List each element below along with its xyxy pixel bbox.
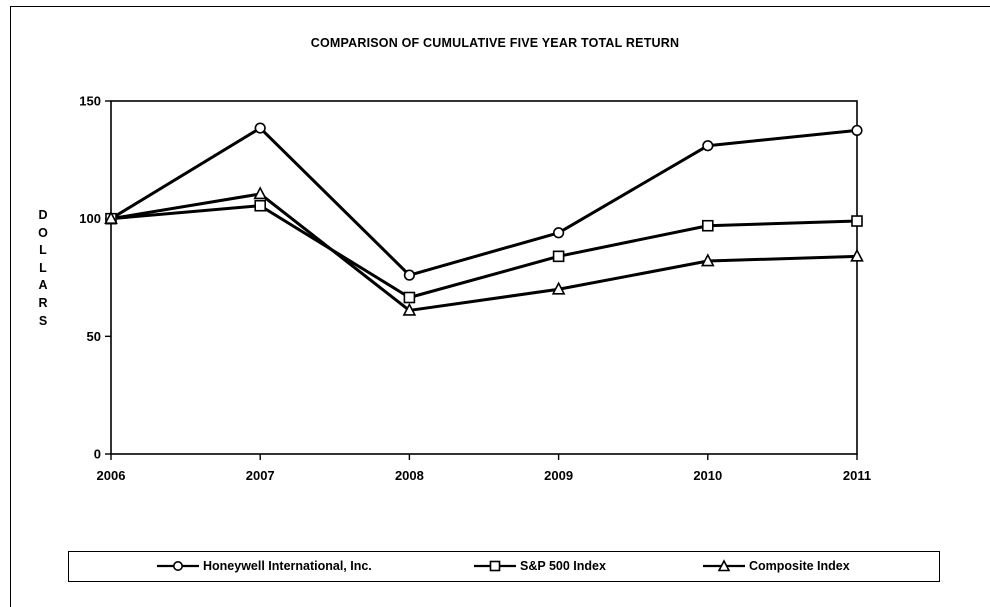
- y-axis-label-letter: L: [39, 260, 47, 275]
- data-point-circle: [403, 269, 416, 281]
- data-point-square: [701, 219, 714, 232]
- y-axis-label-letter: S: [38, 313, 48, 328]
- legend: Honeywell International, Inc. S&P 500 In…: [68, 551, 940, 582]
- figure-frame: [10, 6, 990, 607]
- x-tick-label: 2007: [246, 468, 275, 483]
- y-axis-label-letter: R: [38, 295, 48, 310]
- data-point-triangle: [850, 248, 864, 262]
- legend-item-sp500: S&P 500 Index: [474, 552, 606, 580]
- data-point-square: [403, 291, 416, 304]
- legend-item-composite: Composite Index: [703, 552, 850, 580]
- y-tick-label: 0: [94, 447, 101, 462]
- x-tick-label: 2010: [693, 468, 722, 483]
- legend-square-marker-icon: [474, 560, 516, 572]
- data-point-square: [254, 199, 266, 212]
- series-line-1: [110, 126, 858, 277]
- x-tick-label: 2011: [843, 468, 871, 483]
- series-line-2: [110, 204, 858, 300]
- legend-triangle-marker-icon: [703, 559, 745, 572]
- data-point-square: [851, 215, 863, 227]
- data-point-circle: [702, 140, 714, 152]
- data-point-square: [552, 250, 565, 263]
- x-tick-label: 2009: [544, 468, 573, 483]
- y-tick-label: 100: [79, 211, 101, 226]
- chart-title: COMPARISON OF CUMULATIVE FIVE YEAR TOTAL…: [310, 36, 680, 50]
- y-axis-label-letter: A: [38, 278, 48, 293]
- x-tick-label: 2006: [97, 468, 126, 483]
- y-tick-label: 50: [87, 329, 101, 344]
- legend-label: S&P 500 Index: [520, 559, 606, 573]
- data-point-triangle: [700, 253, 715, 267]
- plot-area: [110, 100, 858, 455]
- data-point-circle: [552, 227, 565, 239]
- data-point-triangle: [253, 186, 268, 200]
- legend-item-honeywell: Honeywell International, Inc.: [157, 552, 372, 580]
- data-point-circle: [254, 122, 266, 134]
- data-point-circle: [851, 124, 863, 137]
- data-point-triangle: [104, 210, 118, 224]
- y-axis-label-letter: L: [39, 243, 47, 258]
- data-point-triangle: [402, 302, 417, 316]
- legend-label: Honeywell International, Inc.: [203, 559, 372, 573]
- x-tick-label: 2008: [395, 468, 424, 483]
- y-tick-label: 150: [79, 94, 101, 109]
- legend-circle-marker-icon: [157, 561, 199, 571]
- y-axis-label-letter: O: [38, 225, 48, 240]
- series-line-3: [110, 192, 858, 312]
- data-point-triangle: [551, 281, 566, 295]
- legend-label: Composite Index: [749, 559, 850, 573]
- y-axis-label-letter: D: [38, 208, 48, 222]
